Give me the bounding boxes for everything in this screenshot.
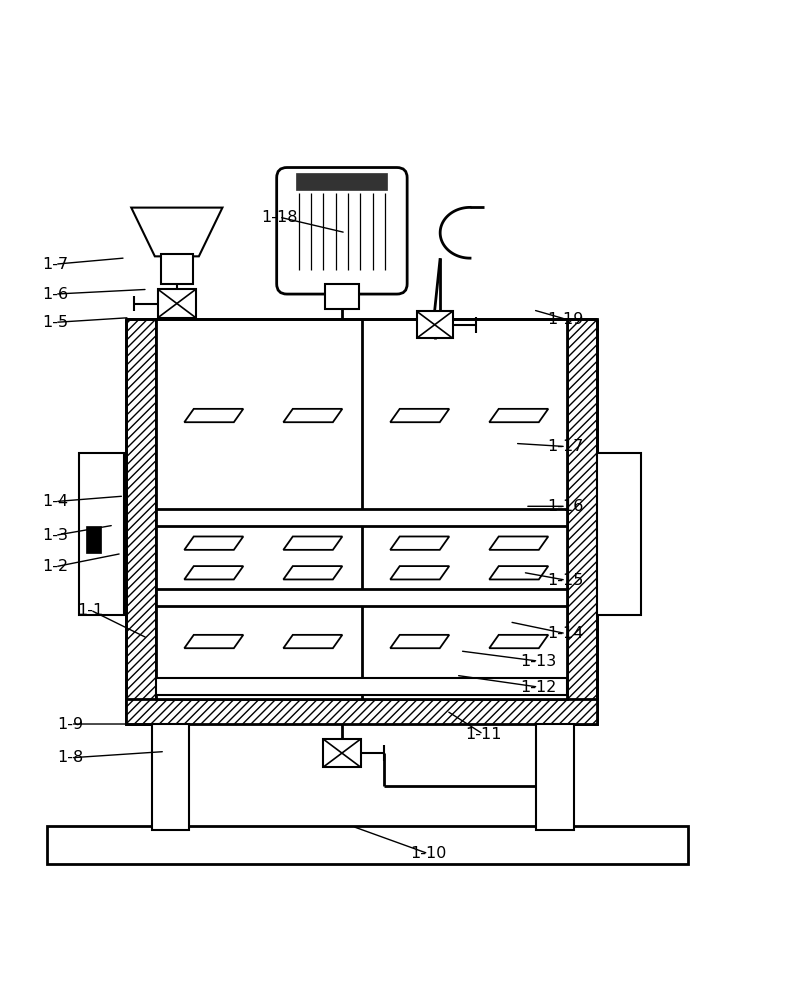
Bar — [152, 724, 189, 830]
Text: 1-14: 1-14 — [548, 626, 584, 641]
Bar — [161, 254, 193, 284]
Text: 1-4: 1-4 — [42, 494, 68, 509]
Text: 1-9: 1-9 — [57, 717, 84, 732]
Text: 1-3: 1-3 — [42, 528, 68, 543]
Bar — [536, 724, 574, 830]
Text: 1-8: 1-8 — [57, 750, 84, 765]
Text: 1-19: 1-19 — [548, 312, 584, 327]
Text: 1-11: 1-11 — [465, 727, 501, 742]
Text: 1-6: 1-6 — [42, 287, 68, 302]
Bar — [158, 289, 196, 318]
Bar — [323, 739, 361, 767]
Text: 1-17: 1-17 — [548, 439, 584, 454]
Bar — [79, 453, 124, 615]
Text: 1-13: 1-13 — [520, 654, 556, 669]
Text: 1-7: 1-7 — [42, 257, 68, 272]
Bar — [417, 311, 453, 338]
Text: 1-2: 1-2 — [42, 559, 68, 574]
Bar — [156, 319, 567, 699]
Bar — [325, 284, 359, 309]
Text: 1-10: 1-10 — [410, 846, 446, 861]
Bar — [156, 678, 567, 695]
Bar — [156, 509, 567, 526]
Text: 1-5: 1-5 — [42, 315, 68, 330]
Bar — [296, 173, 387, 190]
FancyBboxPatch shape — [277, 168, 407, 294]
Polygon shape — [131, 208, 222, 256]
Text: 1-1: 1-1 — [77, 603, 104, 618]
Text: 1-12: 1-12 — [520, 680, 556, 695]
Bar — [126, 699, 597, 724]
Text: 1-15: 1-15 — [548, 573, 584, 588]
Bar — [597, 453, 641, 615]
Bar — [47, 826, 688, 864]
Bar — [567, 319, 597, 724]
Bar — [126, 319, 156, 724]
Bar — [86, 526, 101, 553]
Bar — [156, 589, 567, 606]
Text: 1-16: 1-16 — [548, 499, 584, 514]
Text: 1-18: 1-18 — [261, 210, 297, 225]
